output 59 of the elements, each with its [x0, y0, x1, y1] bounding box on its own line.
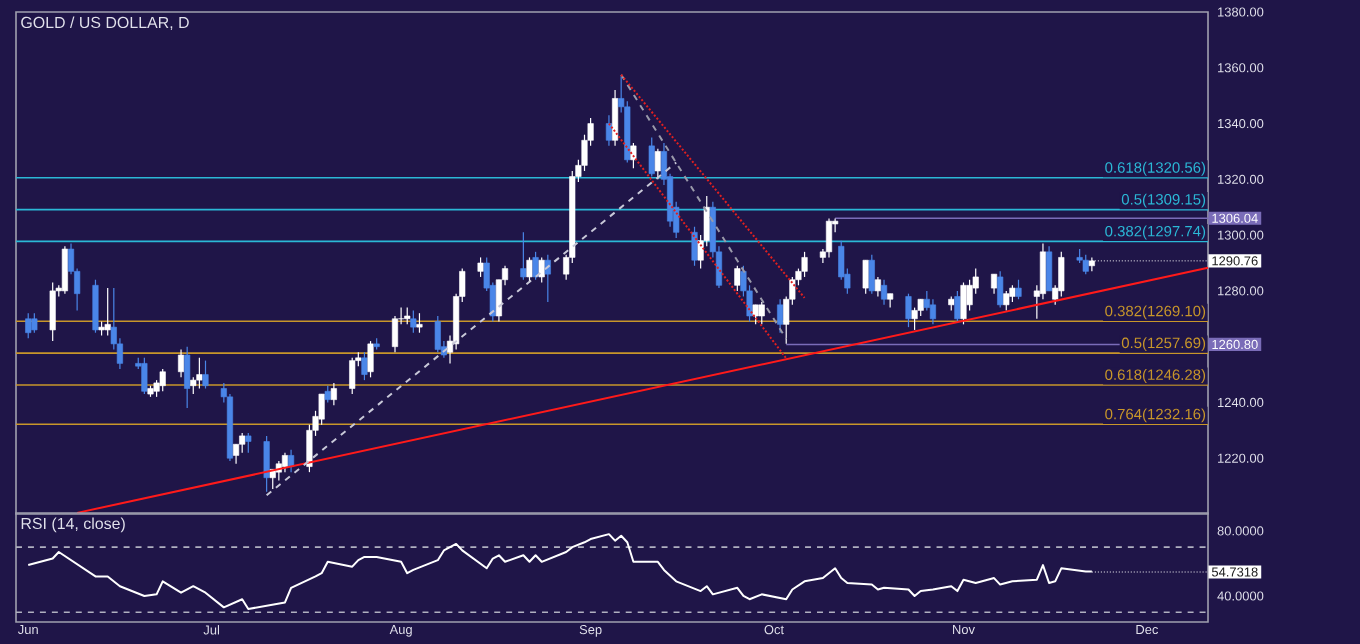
candlestick	[1058, 251, 1065, 298]
candlestick	[245, 432, 252, 454]
candlestick	[954, 290, 961, 323]
candlestick	[1015, 279, 1022, 300]
candlestick	[92, 279, 99, 334]
candlestick	[410, 309, 417, 334]
candlestick	[520, 231, 527, 281]
candlestick	[532, 251, 539, 281]
candlestick	[263, 435, 270, 493]
candlestick	[538, 256, 545, 284]
candlestick	[911, 307, 918, 331]
candlestick	[929, 298, 936, 325]
candlestick	[477, 256, 484, 278]
candlestick	[874, 276, 881, 298]
candlestick	[49, 281, 56, 342]
candlestick	[654, 148, 661, 180]
candlestick	[991, 273, 998, 295]
candlestick	[691, 226, 698, 267]
candlestick	[612, 89, 619, 147]
candlestick	[752, 304, 759, 325]
candlestick	[544, 254, 551, 303]
candlestick	[416, 312, 423, 334]
candlestick	[630, 142, 637, 169]
candlestick	[648, 136, 655, 178]
candlestick	[239, 432, 246, 454]
candlestick	[281, 452, 289, 473]
candlestick	[159, 368, 166, 392]
candlestick	[361, 351, 368, 381]
candlestick	[997, 270, 1004, 309]
candlestick	[880, 279, 888, 306]
candlestick	[178, 348, 185, 378]
candlestick	[104, 287, 111, 337]
candlestick	[1082, 254, 1089, 275]
candlestick	[1003, 290, 1010, 312]
candlestick	[367, 340, 374, 378]
candlestick	[434, 315, 441, 353]
candlestick	[184, 346, 191, 409]
candlestick	[141, 357, 148, 395]
candlestick	[391, 315, 399, 353]
candlestick	[330, 382, 337, 406]
candlestick	[734, 265, 741, 292]
candlestick	[1046, 245, 1053, 292]
candlestick	[758, 301, 765, 325]
candlestick	[862, 259, 869, 295]
candlestick	[605, 114, 612, 147]
candlestick	[905, 293, 912, 328]
candlestick	[202, 360, 209, 390]
candlestick	[801, 251, 808, 278]
candlestick	[61, 245, 68, 295]
candlestick	[349, 357, 356, 395]
candlestick	[196, 357, 203, 390]
candlestick	[960, 281, 967, 325]
candlestick	[31, 312, 38, 334]
candlestick	[868, 254, 875, 295]
candlestick	[25, 312, 32, 339]
candlestick	[777, 298, 784, 334]
candlestick	[526, 256, 533, 284]
candlestick	[825, 217, 833, 259]
candlestick	[887, 293, 894, 309]
